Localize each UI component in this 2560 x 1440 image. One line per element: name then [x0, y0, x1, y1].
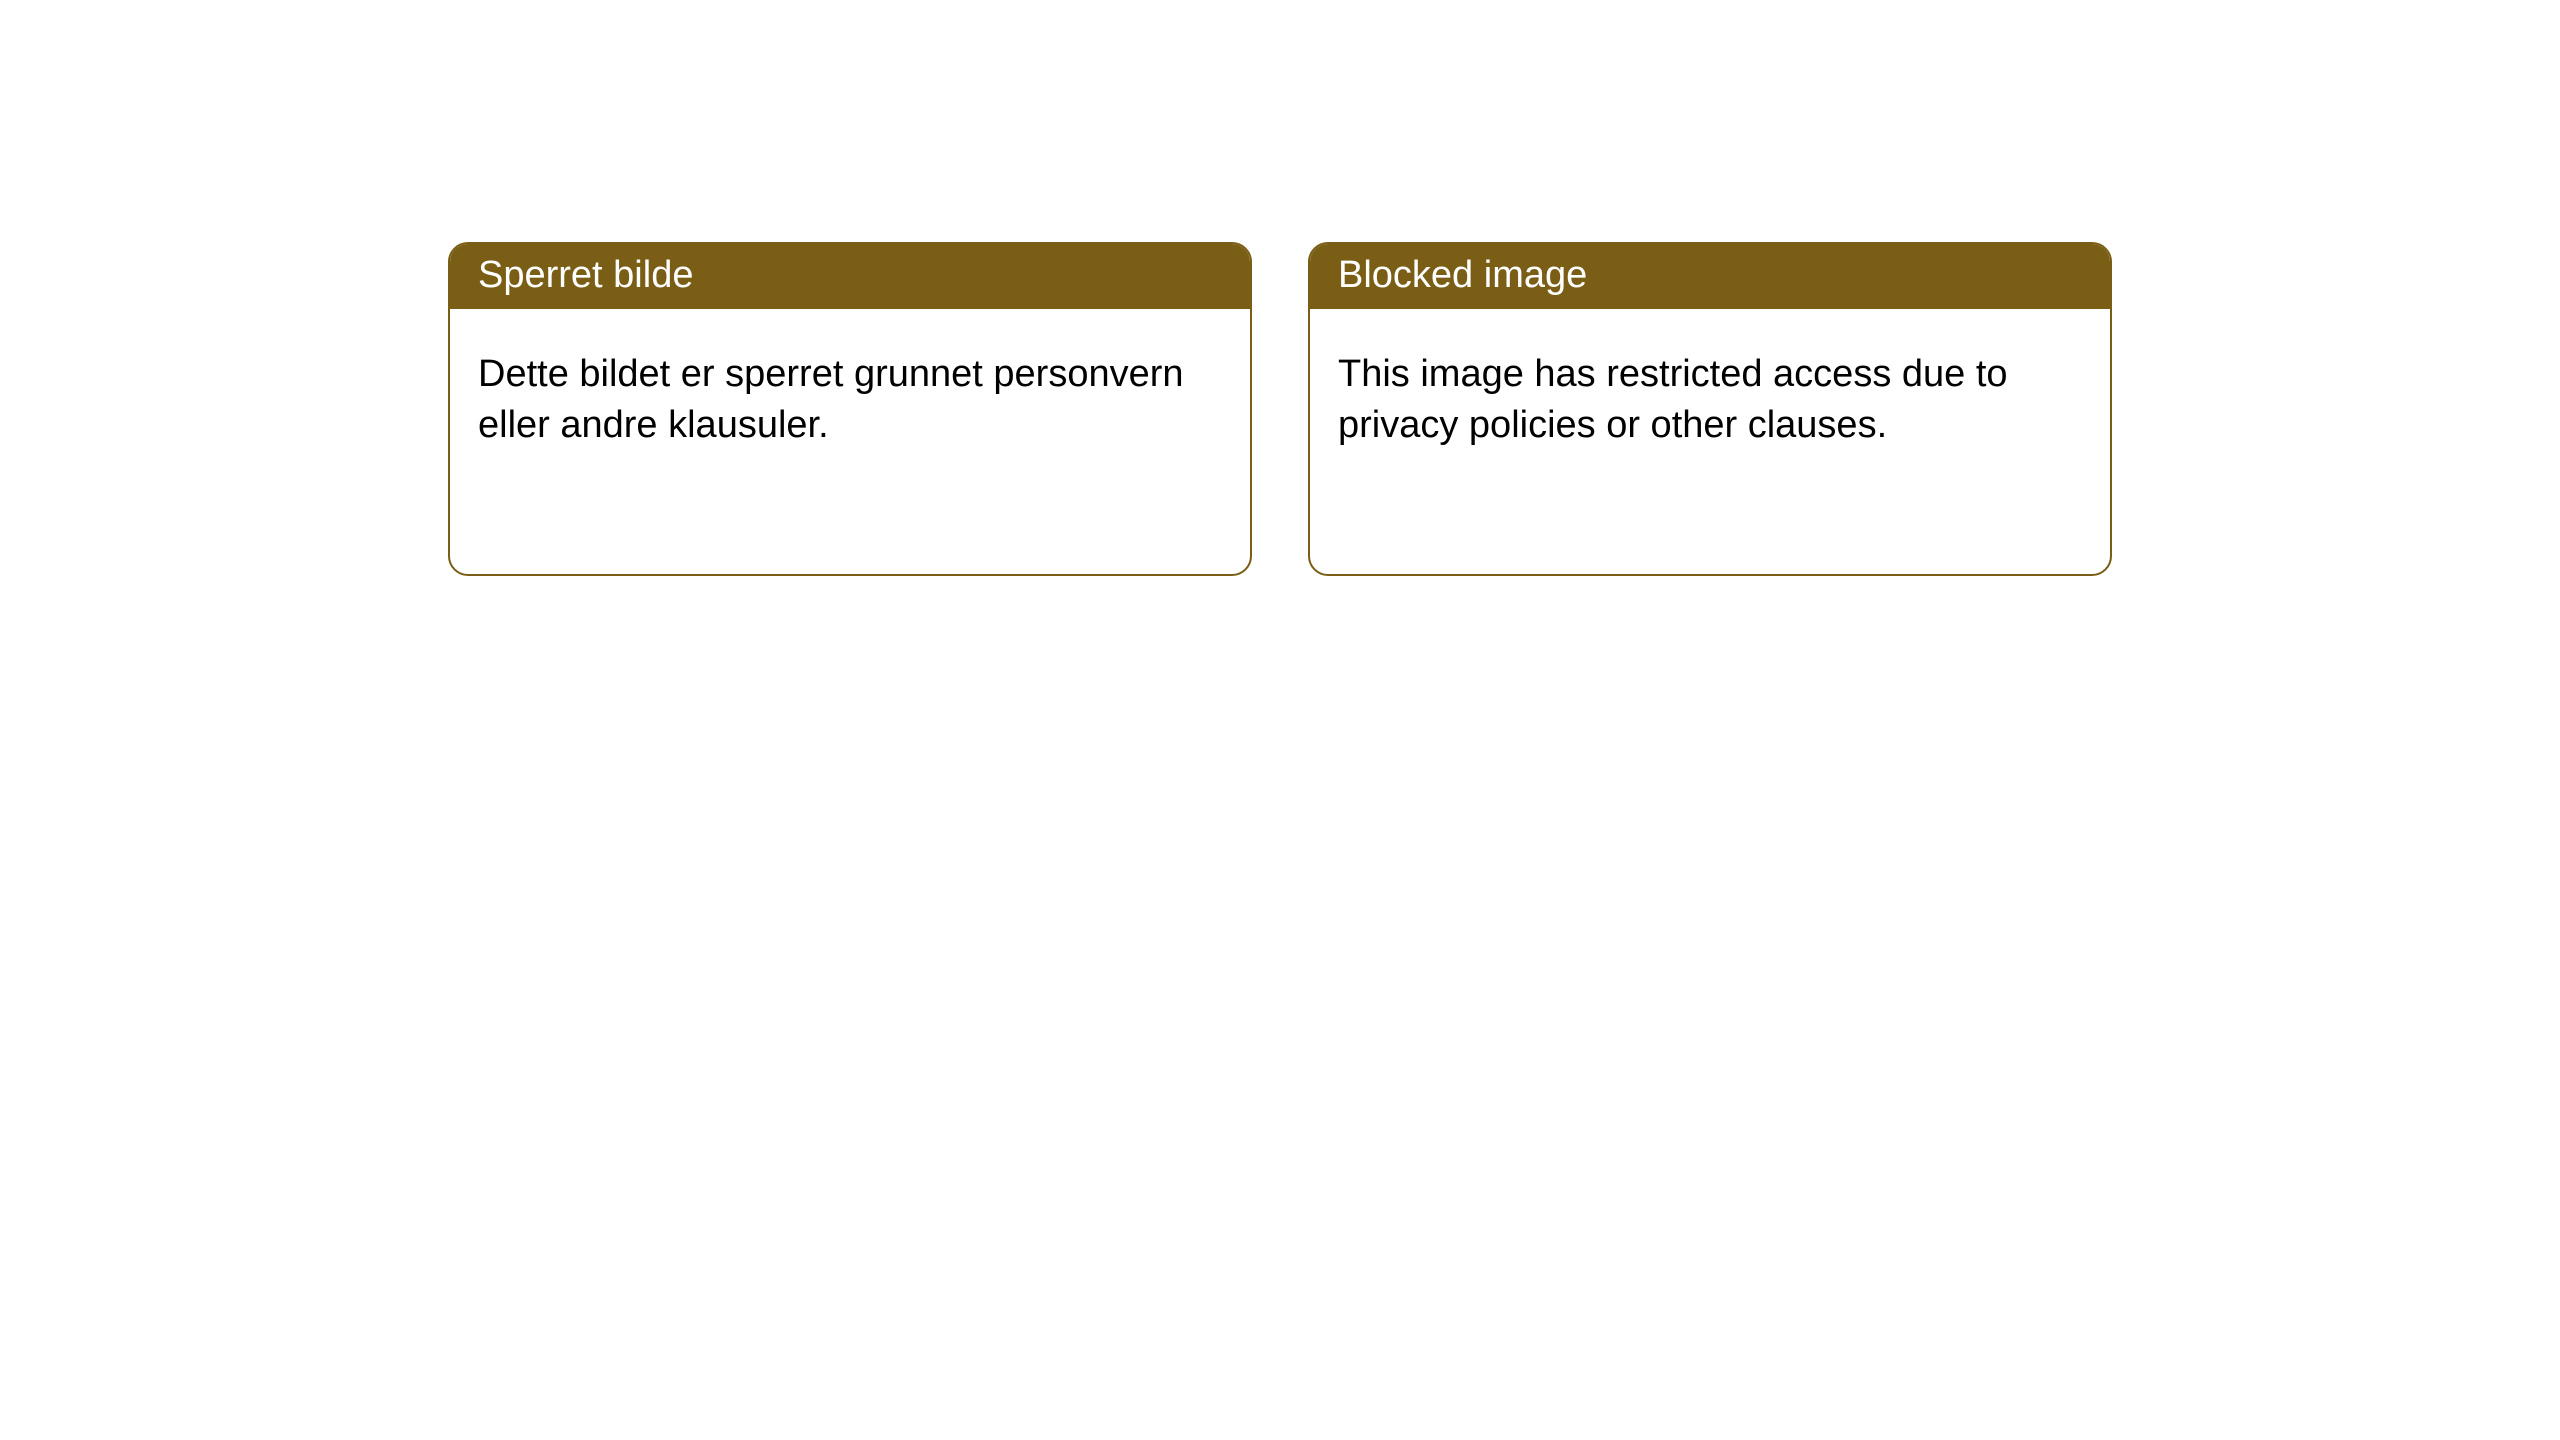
- notice-card-title: Sperret bilde: [450, 244, 1250, 309]
- notice-card-norwegian: Sperret bilde Dette bildet er sperret gr…: [448, 242, 1252, 576]
- notice-card-title: Blocked image: [1310, 244, 2110, 309]
- notice-container: Sperret bilde Dette bildet er sperret gr…: [0, 0, 2560, 576]
- notice-card-english: Blocked image This image has restricted …: [1308, 242, 2112, 576]
- notice-card-body: This image has restricted access due to …: [1310, 309, 2110, 480]
- notice-card-body: Dette bildet er sperret grunnet personve…: [450, 309, 1250, 480]
